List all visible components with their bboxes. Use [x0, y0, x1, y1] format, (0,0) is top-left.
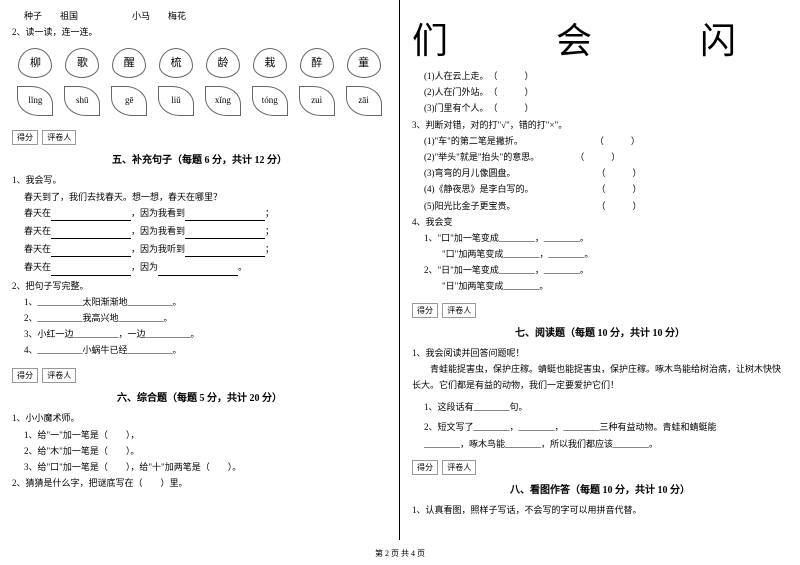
- flower-char: 梳: [159, 48, 193, 78]
- leaf-pinyin: zuì: [299, 86, 335, 116]
- q4: 4、我会变: [412, 214, 788, 230]
- label: 春天在: [24, 244, 51, 254]
- leaf-pinyin: zāi: [346, 86, 382, 116]
- q5-1a: 春天到了，我们去找春天。想一想，春天在哪里？: [12, 189, 387, 205]
- flower-char: 歌: [65, 48, 99, 78]
- flower-char: 柳: [18, 48, 52, 78]
- q2-text: 2、读一读，连一连。: [12, 24, 387, 40]
- label: 因为: [140, 262, 158, 272]
- section-6-title: 六、综合题（每题 5 分，共计 20 分）: [12, 389, 387, 404]
- q6-1c: 3、给"口"加一笔是（ ），给"十"加两笔是（ ）。: [12, 459, 387, 475]
- flower-char: 栽: [253, 48, 287, 78]
- flower-char: 龄: [206, 48, 240, 78]
- q7-1: 1、我会阅读并回答问题呢！: [412, 345, 788, 361]
- q3b: (2)"举头"就是"抬头"的意思。 （ ）: [412, 149, 788, 165]
- q5-2c: 3、小红一边__________，一边__________。: [12, 326, 387, 342]
- fill-line: 春天在，因为我听到；: [12, 241, 387, 257]
- flower-char: 醉: [300, 48, 334, 78]
- fill-line: 春天在，因为我看到；: [12, 205, 387, 221]
- score-box: 得分: [412, 303, 438, 318]
- reviewer-box: 评卷人: [42, 368, 76, 383]
- flower-char: 醒: [112, 48, 146, 78]
- j2: (2)人在门外站。 （ ）: [412, 84, 788, 100]
- score-box: 得分: [412, 460, 438, 475]
- fill-line: 春天在，因为。: [12, 259, 387, 275]
- label: 因为我听到: [140, 244, 185, 254]
- q7-1c: ________，啄木鸟能________，所以我们都应该________。: [412, 436, 788, 452]
- leaf-pinyin: xǐng: [205, 86, 241, 116]
- q5-1: 1、我会写。: [12, 172, 387, 188]
- section-8-title: 八、看图作答（每题 10 分，共计 10 分）: [412, 481, 788, 496]
- leaf-pinyin: shū: [64, 86, 100, 116]
- q7-1a: 1、这段话有________句。: [412, 399, 788, 415]
- fill-line: 春天在，因为我看到；: [12, 223, 387, 239]
- q6-1b: 2、给"木"加一笔是（ ）。: [12, 443, 387, 459]
- label: 春天在: [24, 262, 51, 272]
- q5-2b: 2、__________我高兴地__________。: [12, 310, 387, 326]
- q4a: 1、"口"加一笔变成________，________。: [412, 230, 788, 246]
- q6-1: 1、小小魔术师。: [12, 410, 387, 426]
- reviewer-box: 评卷人: [42, 130, 76, 145]
- top-words: 种子 祖国 小马 梅花: [12, 8, 387, 24]
- q7-1b: 2、短文写了________，________，________三种有益动物。青…: [412, 419, 788, 435]
- flower-row: 柳 歌 醒 梳 龄 栽 醉 童: [12, 48, 387, 78]
- score-box: 得分: [12, 130, 38, 145]
- label: 春天在: [24, 226, 51, 236]
- reviewer-box: 评卷人: [442, 460, 476, 475]
- leaf-row: lǐng shū gē liǔ xǐng tóng zuì zāi: [12, 86, 387, 116]
- label: 因为我看到: [140, 226, 185, 236]
- label: 春天在: [24, 208, 51, 218]
- big-characters: 们 会 闪: [412, 12, 788, 64]
- q4d: "日"加两笔变成________。: [412, 278, 788, 294]
- j1: (1)人在云上走。 （ ）: [412, 68, 788, 84]
- q3d: (4)《静夜思》是李白写的。 （ ）: [412, 181, 788, 197]
- q4c: 2、"日"加一笔变成________，________。: [412, 262, 788, 278]
- q8-1: 1、认真看图，照样子写话，不会写的字可以用拼音代替。: [412, 502, 788, 518]
- q3a: (1)"车"的第二笔是撇折。 （ ）: [412, 133, 788, 149]
- label: 因为我看到: [140, 208, 185, 218]
- leaf-pinyin: tóng: [252, 86, 288, 116]
- page-footer: 第 2 页 共 4 页: [0, 548, 800, 559]
- q5-2a: 1、__________太阳渐渐地__________。: [12, 294, 387, 310]
- q4b: "口"加两笔变成________，________。: [412, 246, 788, 262]
- leaf-pinyin: gē: [111, 86, 147, 116]
- q3: 3、判断对错，对的打"√"，错的打"×"。: [412, 117, 788, 133]
- leaf-pinyin: lǐng: [17, 86, 53, 116]
- q6-2: 2、猜猜是什么字，把谜底写在（ ）里。: [12, 475, 387, 491]
- q3c: (3)弯弯的月儿像圆盘。 （ ）: [412, 165, 788, 181]
- flower-char: 童: [347, 48, 381, 78]
- q5-2: 2、把句子写完整。: [12, 278, 387, 294]
- reviewer-box: 评卷人: [442, 303, 476, 318]
- section-5-title: 五、补充句子（每题 6 分，共计 12 分）: [12, 151, 387, 166]
- passage-2: 长大。它们都是有益的动物，我们一定要爱护它们！: [412, 377, 788, 393]
- section-7-title: 七、阅读题（每题 10 分，共计 10 分）: [412, 324, 788, 339]
- q6-1a: 1、给"一"加一笔是（ ），: [12, 427, 387, 443]
- q3e: (5)阳光比金子更宝贵。 （ ）: [412, 198, 788, 214]
- score-box: 得分: [12, 368, 38, 383]
- leaf-pinyin: liǔ: [158, 86, 194, 116]
- j3: (3)门里有个人。 （ ）: [412, 100, 788, 116]
- passage-1: 青蛙能捉害虫，保护庄稼。蜻蜓也能捉害虫，保护庄稼。啄木鸟能给树治病，让树木快快: [412, 361, 788, 377]
- q5-2d: 4、__________小蜗牛已经__________。: [12, 342, 387, 358]
